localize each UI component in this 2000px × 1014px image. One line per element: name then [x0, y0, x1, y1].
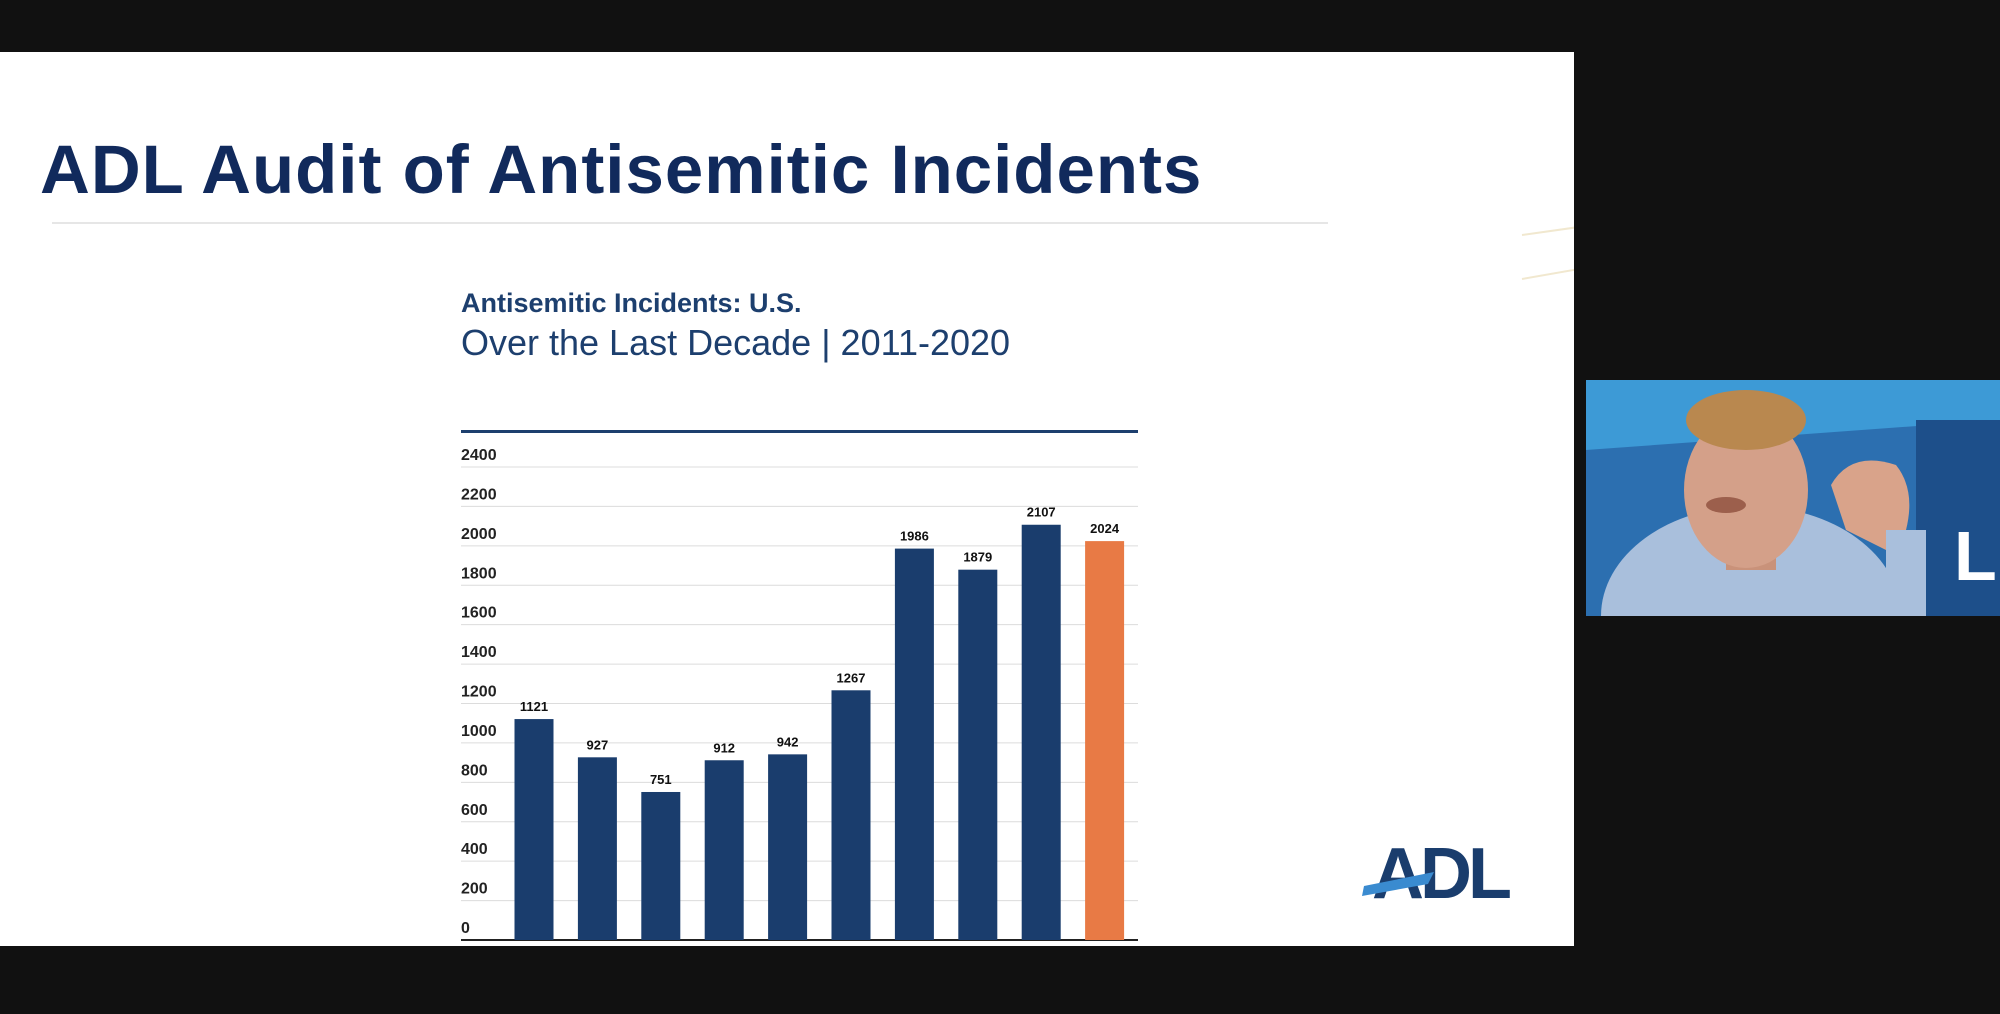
data-label: 1879 [963, 550, 992, 565]
data-label: 1986 [900, 529, 929, 544]
data-label: 751 [650, 772, 672, 787]
data-label: 1121 [520, 699, 548, 714]
bar-2015 [768, 754, 808, 940]
bar-2017 [894, 548, 934, 940]
y-tick-label: 2400 [461, 447, 497, 464]
bar-2020 [1085, 541, 1125, 940]
y-tick-label: 2200 [461, 486, 497, 503]
y-tick-label: 400 [461, 841, 488, 858]
chart-subtitle: Over the Last Decade | 2011-2020 [461, 322, 1011, 363]
bar-2019 [1021, 524, 1061, 940]
slide-title: ADL Audit of Antisemitic Incidents [40, 131, 1203, 208]
chart-header-rule [461, 430, 1138, 433]
adl-logo: ADL [1362, 838, 1514, 914]
svg-text:L: L [1954, 517, 1997, 595]
bar-2013 [641, 791, 681, 940]
bar-2016 [831, 690, 871, 940]
title-divider [52, 222, 1328, 224]
y-tick-label: 1000 [461, 723, 497, 740]
presentation-slide: ADL Audit of Antisemitic Incidents Antis… [0, 52, 1574, 946]
data-label: 1267 [837, 670, 866, 685]
y-tick-label: 600 [461, 802, 488, 819]
presenter-avatar-icon: L [1586, 380, 2000, 616]
y-tick-label: 1400 [461, 644, 497, 661]
bar-2018 [958, 569, 998, 940]
bar-chart: 0 200 400 600 800 1000 1200 1400 1600 1800 2000 220… [461, 430, 1138, 941]
y-tick-label: 800 [461, 762, 488, 779]
chart-title: Antisemitic Incidents: U.S. [461, 288, 802, 318]
y-tick-label: 200 [461, 881, 488, 898]
bar-2011 [514, 719, 554, 940]
data-label: 2107 [1027, 505, 1056, 520]
bar-2014 [704, 760, 744, 940]
participant-video[interactable]: L [1586, 380, 2000, 616]
bar-2012 [577, 757, 617, 940]
y-tick-label: 0 [461, 920, 470, 937]
y-tick-label: 1600 [461, 605, 497, 622]
data-label: 942 [777, 734, 799, 749]
data-label: 2024 [1090, 521, 1120, 536]
y-tick-label: 1200 [461, 684, 497, 701]
adl-logo-text: ADL [1372, 838, 1510, 914]
data-label: 912 [713, 740, 735, 755]
y-tick-label: 1800 [461, 565, 497, 582]
data-label: 927 [587, 737, 609, 752]
y-tick-label: 2000 [461, 526, 497, 543]
